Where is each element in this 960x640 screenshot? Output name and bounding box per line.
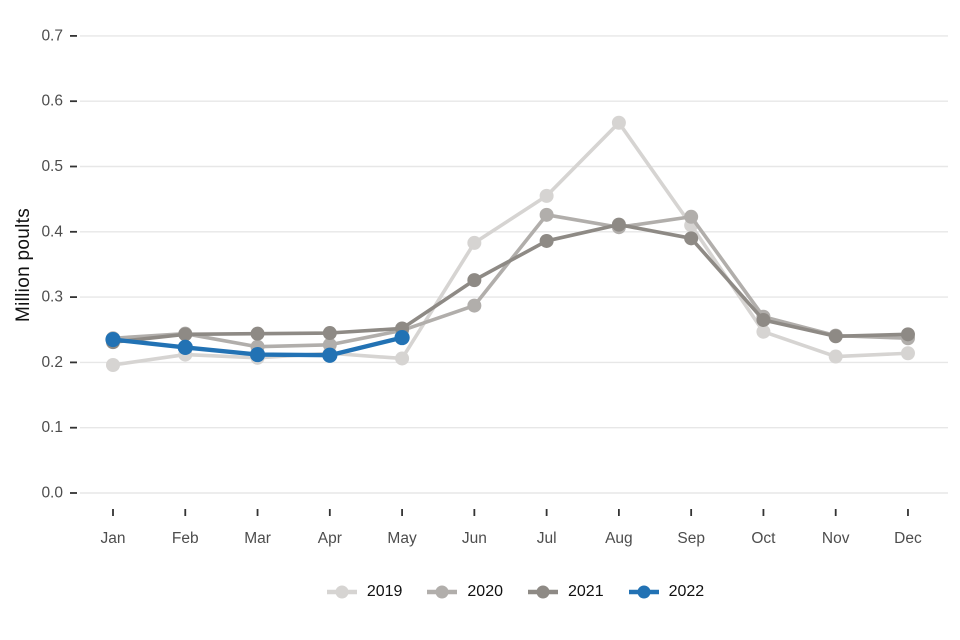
data-point-2019-Jan xyxy=(106,358,120,373)
series-line-2021 xyxy=(112,222,909,344)
series-2021 xyxy=(106,217,915,350)
data-point-2021-Apr xyxy=(322,326,337,341)
data-point-2022-Apr xyxy=(322,347,338,363)
x-tick-label: Jun xyxy=(462,530,487,547)
legend-item-2020: 2020 xyxy=(426,583,503,601)
data-point-2022-Jan xyxy=(105,331,121,348)
x-tick-label: Mar xyxy=(244,530,271,547)
series-2020 xyxy=(106,207,915,354)
x-axis: Jan Feb Mar Apr May Jun Jul Aug Sep Oct Nov Dec xyxy=(101,509,922,547)
y-tick-label: 0.6 xyxy=(41,93,63,110)
y-axis: 0.0 0.1 0.2 0.3 0.4 0.5 0.6 0.7 xyxy=(41,27,77,502)
data-point-2020-Jun xyxy=(467,298,482,313)
legend-key-dot xyxy=(637,585,651,599)
y-axis-title: Million poults xyxy=(13,207,34,323)
data-point-2019-Jul xyxy=(539,188,554,203)
data-point-2021-Dec xyxy=(900,327,915,342)
legend-label: 2021 xyxy=(568,583,604,600)
y-tick-label: 0.7 xyxy=(41,27,63,44)
data-point-2020-Jul xyxy=(539,207,554,222)
x-tick-label: Oct xyxy=(751,530,776,547)
legend-label: 2019 xyxy=(366,583,403,600)
legend-key-dot xyxy=(335,585,349,599)
y-tick-label: 0.1 xyxy=(41,419,63,436)
x-tick-label: Sep xyxy=(677,530,705,547)
legend-label: 2020 xyxy=(467,583,503,600)
data-point-2019-May xyxy=(395,351,410,366)
data-point-2021-Aug xyxy=(611,217,626,232)
series-line-2019 xyxy=(112,120,909,367)
legend-item-2019: 2019 xyxy=(326,583,403,601)
y-tick-label: 0.2 xyxy=(41,354,63,371)
x-tick-label: Aug xyxy=(605,530,633,547)
data-point-2021-Oct xyxy=(756,312,771,327)
data-point-2021-Jun xyxy=(467,273,482,288)
x-tick-label: May xyxy=(387,530,417,547)
data-point-2022-May xyxy=(394,329,410,346)
data-point-2021-Sep xyxy=(684,231,699,246)
legend: 2019 2020 2021 2022 xyxy=(0,583,960,601)
legend-item-2021: 2021 xyxy=(527,583,604,601)
series-2022 xyxy=(105,329,410,363)
y-tick-label: 0.0 xyxy=(41,485,63,502)
data-point-2021-Feb xyxy=(178,327,193,342)
y-tick-label: 0.5 xyxy=(41,158,63,175)
series-2019 xyxy=(106,115,915,373)
data-point-2019-Aug xyxy=(611,115,626,130)
data-point-2020-Sep xyxy=(684,209,699,224)
x-tick-label: Jan xyxy=(101,530,126,547)
legend-key-icon xyxy=(326,585,357,599)
legend-key-icon xyxy=(528,585,558,599)
data-point-2019-Dec xyxy=(900,346,915,361)
x-tick-label: Nov xyxy=(822,530,850,547)
legend-key-dot xyxy=(536,585,550,599)
x-tick-label: Jul xyxy=(537,530,557,547)
data-point-2019-Oct xyxy=(756,324,771,339)
data-point-2019-Nov xyxy=(828,349,843,364)
legend-key-icon xyxy=(628,585,659,599)
y-tick-label: 0.4 xyxy=(41,223,63,240)
y-tick-label: 0.3 xyxy=(41,289,63,306)
x-tick-label: Feb xyxy=(172,530,199,547)
legend-item-2022: 2022 xyxy=(628,583,705,601)
data-point-2020-Apr xyxy=(322,337,337,352)
data-point-2022-Mar xyxy=(249,346,266,363)
data-point-2021-Jul xyxy=(539,233,554,248)
data-point-2021-Nov xyxy=(828,329,843,344)
legend-key-dot xyxy=(435,585,449,599)
data-point-2021-Mar xyxy=(250,326,265,341)
gridlines xyxy=(80,35,948,494)
data-point-2019-Jun xyxy=(467,235,482,250)
x-tick-label: Apr xyxy=(318,530,342,547)
legend-key-icon xyxy=(427,585,458,599)
legend-label: 2022 xyxy=(668,583,705,600)
data-point-2022-Feb xyxy=(177,339,193,355)
x-tick-label: Dec xyxy=(894,530,922,547)
